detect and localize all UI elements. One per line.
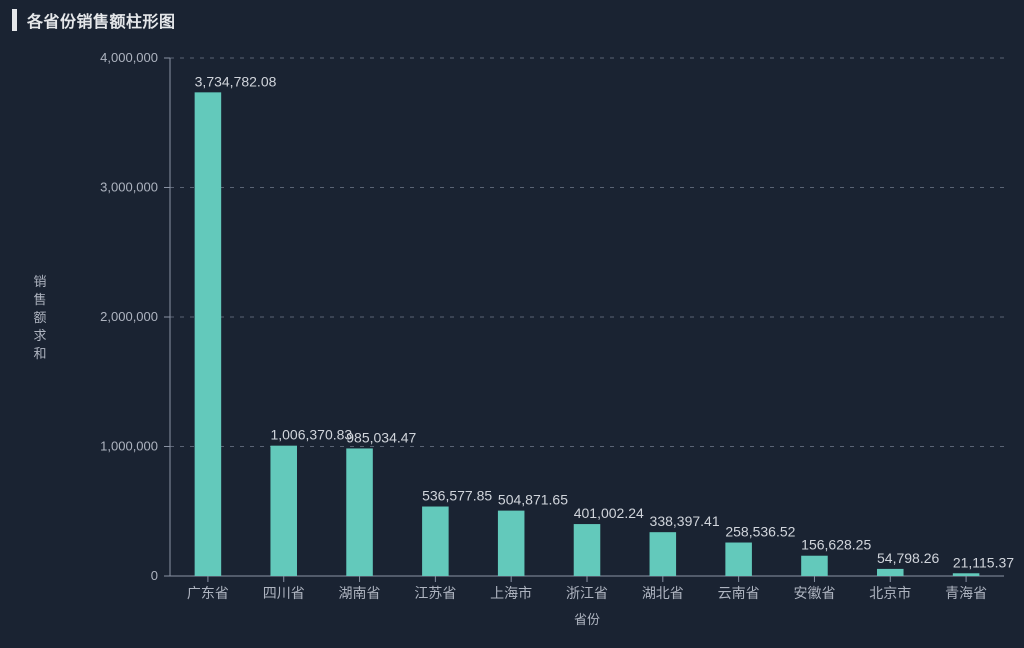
y-tick-label: 2,000,000 (100, 309, 158, 324)
y-axis-label: 售 (33, 292, 46, 307)
category-label: 北京市 (869, 585, 911, 601)
category-label: 云南省 (718, 585, 760, 601)
chart-title-bar: 各省份销售额柱形图 (0, 0, 1024, 36)
bar[interactable] (725, 543, 752, 576)
bar[interactable] (801, 556, 828, 576)
y-axis-label: 额 (33, 310, 46, 325)
x-axis-label: 省份 (574, 612, 600, 627)
bar[interactable] (195, 92, 222, 576)
bar[interactable] (422, 507, 449, 576)
y-tick-label: 3,000,000 (100, 180, 158, 195)
category-label: 广东省 (187, 585, 229, 601)
bar-value-label: 504,871.65 (498, 492, 568, 508)
category-label: 青海省 (945, 585, 987, 601)
chart-title: 各省份销售额柱形图 (27, 8, 176, 32)
category-label: 上海市 (490, 585, 532, 601)
bar-value-label: 258,536.52 (725, 524, 795, 540)
y-axis-label: 销 (33, 274, 46, 289)
title-accent-mark (12, 9, 17, 31)
bar-value-label: 985,034.47 (346, 429, 416, 445)
category-label: 浙江省 (566, 585, 608, 601)
bar[interactable] (270, 446, 297, 576)
bar-chart: 0 1,000,000 2,000,000 3,000,000 4,000,000 销售额… (0, 36, 1024, 646)
bar-value-label: 1,006,370.83 (270, 427, 352, 443)
bar-value-label: 156,628.25 (801, 537, 871, 553)
y-axis-label: 求 (33, 328, 46, 343)
bar[interactable] (346, 448, 373, 576)
y-tick-label: 1,000,000 (100, 439, 158, 454)
bar[interactable] (574, 524, 601, 576)
category-label: 安徽省 (793, 585, 835, 601)
y-axis-label: 和 (33, 346, 46, 361)
category-label: 湖北省 (642, 585, 684, 601)
bar[interactable] (877, 569, 904, 576)
bar-value-label: 536,577.85 (422, 488, 492, 504)
category-label: 江苏省 (414, 585, 456, 601)
bar-value-label: 401,002.24 (574, 505, 644, 521)
category-label: 湖南省 (339, 585, 381, 601)
y-tick-label: 4,000,000 (100, 50, 158, 65)
bar-value-label: 3,734,782.08 (195, 73, 277, 89)
bar-value-label: 54,798.26 (877, 550, 939, 566)
category-label: 四川省 (263, 585, 305, 601)
bar-value-label: 338,397.41 (650, 513, 720, 529)
bar-value-label: 21,115.37 (953, 554, 1014, 570)
y-tick-label: 0 (151, 568, 158, 583)
bar[interactable] (953, 573, 980, 576)
bar[interactable] (650, 532, 677, 576)
bar[interactable] (498, 511, 525, 576)
